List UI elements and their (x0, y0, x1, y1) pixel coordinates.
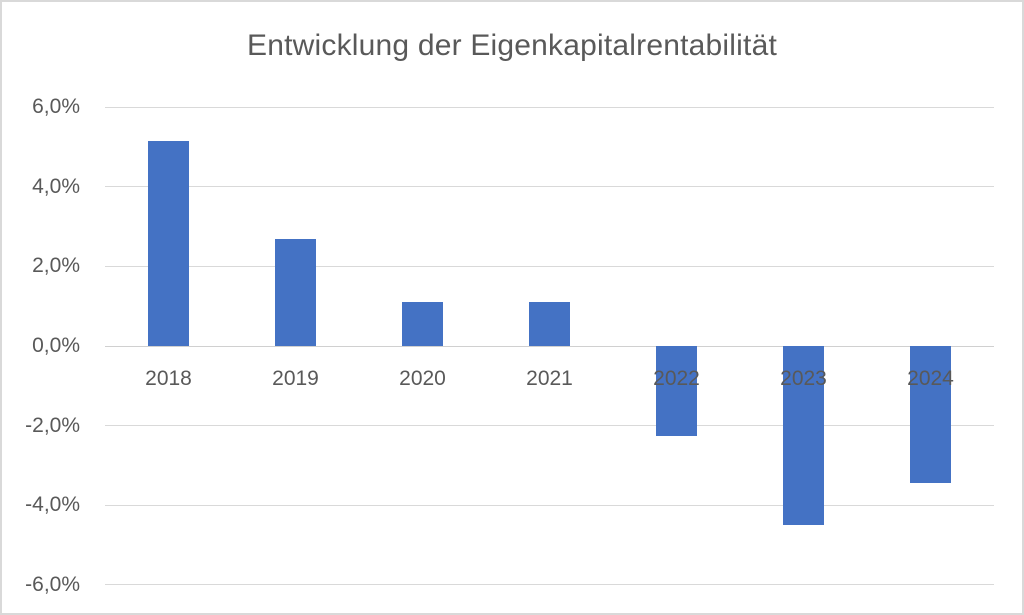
x-category-label: 2018 (145, 367, 192, 390)
y-tick-label: 0,0% (32, 334, 80, 357)
y-tick-label: 6,0% (32, 95, 80, 119)
x-category-label: 2020 (399, 367, 446, 390)
gridline (105, 425, 994, 427)
y-tick-label: -4,0% (25, 493, 80, 517)
x-category-label: 2024 (907, 367, 954, 390)
bar-2022 (656, 346, 697, 436)
bar-2021 (529, 302, 570, 346)
gridline (105, 584, 994, 586)
x-category-label: 2019 (272, 367, 319, 390)
gridline (105, 186, 994, 188)
gridline (105, 504, 994, 506)
gridline (105, 265, 994, 267)
chart-title: Entwicklung der Eigenkapitalrentabilität (247, 29, 777, 62)
bar-2023 (783, 346, 824, 526)
y-tick-label: -2,0% (25, 413, 80, 437)
y-tick-label: 2,0% (32, 254, 80, 278)
x-category-label: 2023 (780, 367, 827, 390)
bar-2019 (275, 238, 316, 346)
bar-2020 (402, 302, 443, 346)
y-tick-label: -6,0% (25, 572, 80, 596)
x-category-label: 2022 (653, 367, 700, 390)
gridline (105, 106, 994, 108)
bar-2024 (910, 346, 951, 484)
x-category-label: 2021 (526, 367, 573, 390)
y-tick-label: 4,0% (32, 174, 80, 198)
bar-2018 (148, 141, 189, 346)
x-axis-line (105, 345, 994, 347)
